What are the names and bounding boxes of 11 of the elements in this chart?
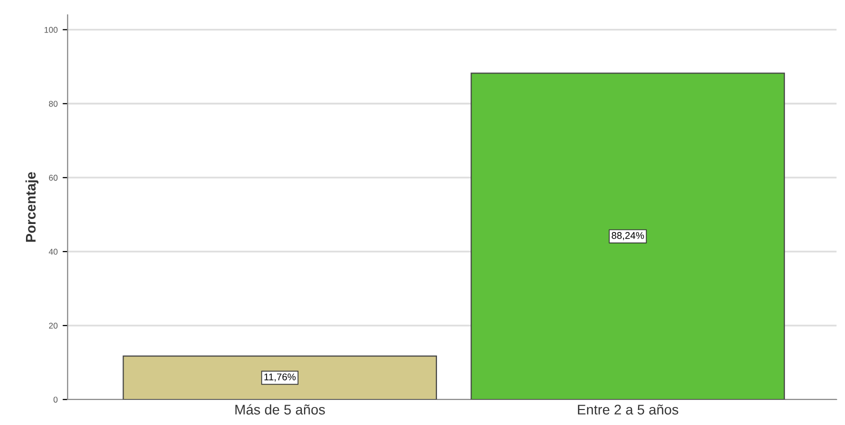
data-label: 88,24%	[612, 232, 644, 240]
data-label: 11,76%	[264, 373, 296, 382]
x-tick-label: Entre 2 a 5 años	[578, 404, 678, 415]
y-tick-label: 20	[49, 322, 58, 329]
y-tick-label: 60	[49, 174, 58, 181]
y-axis-title: Porcentaje	[25, 172, 38, 242]
y-tick-label: 0	[54, 396, 58, 403]
x-tick-label: Más de 5 años	[235, 404, 325, 415]
y-tick-label: 80	[48, 100, 58, 107]
y-tick-label: 100	[44, 26, 58, 33]
y-tick-label: 40	[48, 248, 58, 255]
